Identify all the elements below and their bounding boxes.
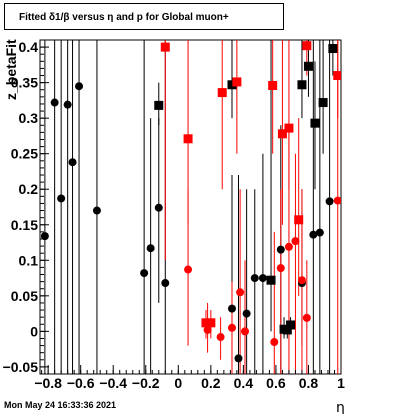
x-tick-label: −0.2 [132,375,160,391]
data-point-circle [325,197,334,206]
data-point-square [217,88,227,98]
data-point-circle [63,100,72,109]
data-point-square [284,123,294,133]
data-point-circle [270,338,279,347]
data-point-square [201,318,211,328]
axes: −0.8 −0.6 −0.4 −0.2 0 0.2 0.4 0.6 0.8 1 −0.05 0 0.05… [3,39,346,391]
y-axis-label: z_betaFit [3,39,19,100]
x-tick-label: −0.8 [34,375,62,391]
data-point-circle [146,244,155,253]
data-point-circle [40,232,49,241]
data-point-circle [203,325,212,334]
data-point-square [328,44,338,54]
data-point-circle [242,309,251,318]
x-tick-label: 0.2 [201,375,221,391]
timestamp: Mon May 24 16:33:36 2021 [4,400,117,410]
data-point-square [286,320,296,330]
data-point-circle [258,274,267,283]
x-tick-label: 0.4 [234,375,254,391]
data-point-circle [333,196,341,205]
x-tick-label: −0.6 [67,375,95,391]
data-point-square [318,98,328,108]
chart-title: Fitted δ1/β versus η and p for Global mu… [4,3,284,30]
data-point-square [160,42,170,52]
data-point-square [302,41,312,51]
error-bars [44,40,339,374]
data-point-square [227,80,237,90]
data-point-circle [68,158,77,167]
y-tick-label: 0.2 [19,181,39,197]
y-tick-label: 0.3 [19,110,39,126]
data-point-square [277,129,287,139]
data-point-circle [315,228,324,237]
data-point-circle [276,264,285,273]
data-point-circle [227,323,236,332]
data-point-square [282,325,292,335]
data-point-square [206,318,216,328]
x-tick-label: 0.8 [299,375,319,391]
data-point-circle [184,265,193,274]
data-point-circle [302,313,311,322]
y-tick-label: −0.05 [3,359,39,375]
y-tick-label: 0.4 [19,39,39,55]
y-tick-label: 0.1 [19,252,39,268]
x-axis-label: η [336,400,345,414]
data-point-circle [276,245,285,254]
y-tick-label: 0.05 [11,288,38,304]
data-point-circle [234,354,243,363]
x-tick-label: −0.4 [99,375,127,391]
data-point-square [294,215,304,225]
data-markers [40,41,341,363]
data-point-circle [75,82,84,91]
y-tick-label: 0 [30,323,38,339]
data-point-circle [161,279,170,288]
data-point-circle [140,269,149,278]
y-tick-label: 0.35 [11,75,38,91]
data-point-square [310,118,320,128]
data-point-circle [291,237,300,246]
data-point-square [183,134,193,144]
data-point-square [154,100,164,110]
data-point-circle [284,242,293,251]
data-point-square [266,275,276,285]
y-tick-label: 0.25 [11,146,38,162]
data-point-circle [250,274,259,283]
data-point-square [333,71,341,81]
y-tick-label: 0.15 [11,217,38,233]
x-tick-label: 1 [337,375,345,391]
data-point-circle [154,203,163,212]
data-point-circle [92,206,101,215]
data-point-square [303,61,313,71]
data-point-circle [216,333,225,342]
data-point-square [232,77,242,87]
data-point-circle [297,276,306,285]
data-point-square [297,80,307,90]
data-point-circle [309,230,318,239]
data-point-circle [241,327,250,336]
data-point-circle [57,194,66,203]
data-point-circle [227,304,236,313]
data-point-circle [50,98,59,107]
data-point-circle [236,288,245,297]
x-tick-label: 0 [174,375,182,391]
x-tick-label: 0.6 [266,375,286,391]
data-point-square [268,80,278,90]
